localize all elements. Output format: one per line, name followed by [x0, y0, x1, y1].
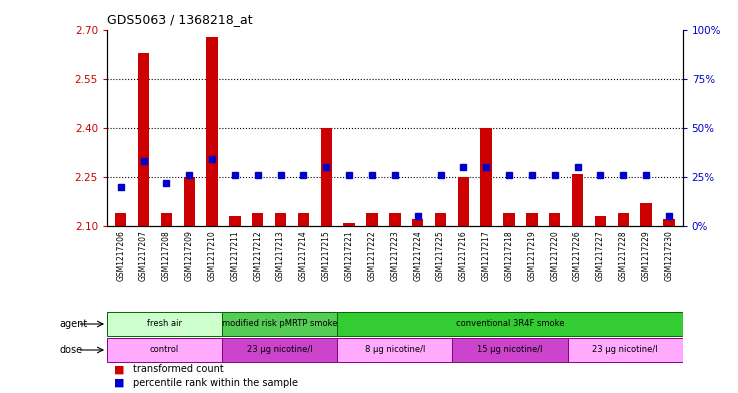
Text: GSM1217212: GSM1217212 — [253, 230, 262, 281]
Bar — [452, 338, 568, 362]
Bar — [663, 219, 675, 226]
Bar — [618, 213, 629, 226]
Bar — [641, 203, 652, 226]
Text: GSM1217222: GSM1217222 — [368, 230, 376, 281]
Text: GSM1217208: GSM1217208 — [162, 230, 171, 281]
Text: GSM1217207: GSM1217207 — [139, 230, 148, 281]
Text: GSM1217227: GSM1217227 — [596, 230, 605, 281]
Text: GDS5063 / 1368218_at: GDS5063 / 1368218_at — [107, 13, 252, 26]
Bar — [107, 338, 222, 362]
Text: GSM1217224: GSM1217224 — [413, 230, 422, 281]
Text: 8 μg nicotine/l: 8 μg nicotine/l — [365, 345, 425, 354]
Bar — [222, 338, 337, 362]
Text: control: control — [150, 345, 179, 354]
Bar — [343, 223, 355, 226]
Text: GSM1217230: GSM1217230 — [664, 230, 674, 281]
Text: conventional 3R4F smoke: conventional 3R4F smoke — [455, 320, 565, 329]
Text: GSM1217219: GSM1217219 — [528, 230, 537, 281]
Text: GSM1217225: GSM1217225 — [436, 230, 445, 281]
Text: GSM1217206: GSM1217206 — [116, 230, 125, 281]
Text: GSM1217229: GSM1217229 — [641, 230, 651, 281]
Text: agent: agent — [59, 319, 87, 329]
Text: fresh air: fresh air — [147, 320, 182, 329]
Bar — [161, 213, 172, 226]
Text: 23 μg nicotine/l: 23 μg nicotine/l — [593, 345, 658, 354]
Text: transformed count: transformed count — [133, 364, 224, 375]
Text: 23 μg nicotine/l: 23 μg nicotine/l — [247, 345, 312, 354]
Text: GSM1217220: GSM1217220 — [551, 230, 559, 281]
Bar — [389, 213, 401, 226]
Bar — [412, 219, 424, 226]
Text: GSM1217216: GSM1217216 — [459, 230, 468, 281]
Text: GSM1217214: GSM1217214 — [299, 230, 308, 281]
Bar — [297, 213, 309, 226]
Bar — [337, 338, 452, 362]
Bar — [230, 216, 241, 226]
Bar — [337, 312, 683, 336]
Text: GSM1217223: GSM1217223 — [390, 230, 399, 281]
Text: ■: ■ — [114, 378, 125, 388]
Bar — [595, 216, 606, 226]
Bar — [252, 213, 263, 226]
Bar — [115, 213, 126, 226]
Bar — [184, 177, 195, 226]
Text: percentile rank within the sample: percentile rank within the sample — [133, 378, 298, 388]
Text: GSM1217215: GSM1217215 — [322, 230, 331, 281]
Text: GSM1217218: GSM1217218 — [505, 230, 514, 281]
Bar — [222, 312, 337, 336]
Bar — [275, 213, 286, 226]
Bar — [572, 174, 583, 226]
Bar — [320, 128, 332, 226]
Text: ■: ■ — [114, 364, 125, 375]
Text: modified risk pMRTP smoke: modified risk pMRTP smoke — [222, 320, 337, 329]
Text: GSM1217210: GSM1217210 — [207, 230, 216, 281]
Bar — [138, 53, 149, 226]
Bar — [207, 37, 218, 226]
Text: GSM1217209: GSM1217209 — [184, 230, 194, 281]
Text: GSM1217221: GSM1217221 — [345, 230, 354, 281]
Bar — [549, 213, 560, 226]
Text: GSM1217217: GSM1217217 — [482, 230, 491, 281]
Bar — [503, 213, 515, 226]
Bar — [366, 213, 378, 226]
Text: 15 μg nicotine/l: 15 μg nicotine/l — [477, 345, 542, 354]
Bar — [480, 128, 492, 226]
Text: dose: dose — [59, 345, 82, 355]
Bar — [526, 213, 537, 226]
Text: GSM1217226: GSM1217226 — [573, 230, 582, 281]
Text: GSM1217213: GSM1217213 — [276, 230, 285, 281]
Bar — [435, 213, 446, 226]
Bar — [568, 338, 683, 362]
Text: GSM1217211: GSM1217211 — [230, 230, 239, 281]
Text: GSM1217228: GSM1217228 — [618, 230, 628, 281]
Bar — [107, 312, 222, 336]
Bar — [458, 177, 469, 226]
